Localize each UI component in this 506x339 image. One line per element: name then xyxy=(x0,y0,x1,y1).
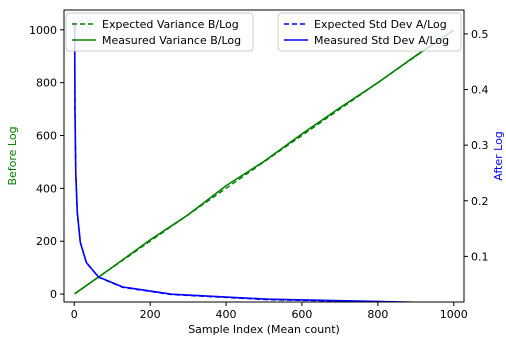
x-tick-label: 600 xyxy=(291,308,312,321)
x-tick-label: 1000 xyxy=(440,308,468,321)
x-tick-label: 0 xyxy=(71,308,78,321)
y-right-tick-label: 0.5 xyxy=(471,28,489,41)
y-axis-label-left: Before Log xyxy=(6,126,19,185)
y-left-tick-label: 200 xyxy=(36,235,57,248)
legend-left-box xyxy=(65,12,254,52)
legend-right-box xyxy=(277,12,462,52)
y-right-tick-label: 0.4 xyxy=(471,84,489,97)
y-left-tick-label: 0 xyxy=(50,288,57,301)
y-right-tick-label: 0.3 xyxy=(471,139,489,152)
y-left-tick-label: 400 xyxy=(36,182,57,195)
series-line-3 xyxy=(73,22,440,302)
x-tick-label: 800 xyxy=(367,308,388,321)
legend-left: Expected Variance B/Log Measured Varianc… xyxy=(65,12,254,52)
series-line-1 xyxy=(74,29,455,295)
y-right-tick-label: 0.2 xyxy=(471,195,489,208)
y-axis-label-right: After Log xyxy=(492,131,505,181)
y-left-tick-label: 1000 xyxy=(29,24,57,37)
x-tick-label: 200 xyxy=(140,308,161,321)
legend-right: Expected Std Dev A/Log Measured Std Dev … xyxy=(277,12,462,52)
legend-right-label-expected: Expected Std Dev A/Log xyxy=(314,18,447,31)
axes-layer: 0 200 400 600 800 1000 0 200 400 600 800 1000 0.1 0.2… xyxy=(29,24,489,321)
x-axis-label: Sample Index (Mean count) xyxy=(188,323,340,336)
legend-right-label-measured: Measured Std Dev A/Log xyxy=(314,34,449,47)
y-right-tick-label: 0.1 xyxy=(471,250,489,263)
x-tick-label: 400 xyxy=(216,308,237,321)
series-line-2 xyxy=(73,33,427,302)
plot-layer xyxy=(73,22,455,302)
plot-frame xyxy=(63,9,465,303)
legend-left-label-measured: Measured Variance B/Log xyxy=(102,34,241,47)
y-left-tick-label: 600 xyxy=(36,130,57,143)
legend-left-label-expected: Expected Variance B/Log xyxy=(102,18,239,31)
y-left-tick-label: 800 xyxy=(36,77,57,90)
